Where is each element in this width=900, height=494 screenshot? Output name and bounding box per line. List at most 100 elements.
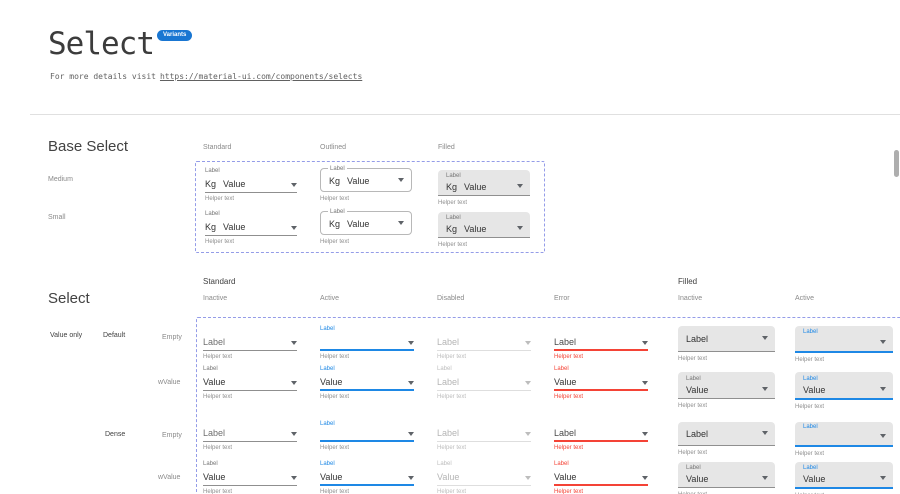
select-standard-active-dense-wvalue[interactable]: Label Value Helper text (320, 461, 414, 494)
select-filled-inactive-dense-empty[interactable]: Label Helper text (678, 422, 775, 456)
base-row-medium: Medium (48, 176, 73, 183)
chevron-down-icon (642, 432, 648, 436)
chevron-down-icon (398, 221, 404, 225)
chevron-down-icon (525, 341, 531, 345)
select-placeholder: Label (554, 337, 577, 347)
select-value: Value (320, 472, 343, 482)
select-helper-text: Helper text (678, 450, 708, 456)
select-value: Value (803, 385, 826, 395)
select-helper-text: Helper text (203, 394, 233, 400)
select-filled-active-dense-wvalue[interactable]: Label Value Helper text (795, 462, 893, 494)
col-standard-disabled: Disabled (437, 295, 465, 302)
select-helper-text: Helper text (203, 489, 233, 494)
select-standard-inactive-dense-empty[interactable]: Label Helper text (203, 421, 297, 451)
select-helper-text: Helper text (554, 445, 584, 451)
page-title: Select (48, 26, 155, 62)
select-value: Value (320, 377, 343, 387)
select-filled-inactive-dense-wvalue[interactable]: Label Value Helper text (678, 462, 775, 494)
select-helper-text: Helper text (320, 354, 350, 360)
select-standard-active-dense-empty[interactable]: Label Helper text (320, 421, 414, 451)
base-select-standard-medium[interactable]: Label Kg Value Helper text (205, 168, 297, 202)
select-standard-inactive-wvalue[interactable]: Label Value Helper text (203, 366, 297, 400)
select-label-caption: Label (437, 366, 452, 372)
select-value: Value (803, 474, 826, 484)
row-default-empty: Empty (162, 334, 182, 341)
select-helper-text: Helper text (678, 492, 775, 494)
select-value: Value (464, 182, 487, 192)
select-standard-active-empty[interactable]: Label Helper text (320, 326, 414, 360)
select-placeholder: Label (686, 334, 709, 344)
select-filled-inactive-wvalue[interactable]: Label Value Helper text (678, 372, 775, 409)
base-select-standard-small[interactable]: Label Kg Value Helper text (205, 211, 297, 245)
chevron-down-icon (880, 476, 886, 480)
row-dense: Dense (105, 431, 126, 438)
select-helper-text: Helper text (320, 394, 350, 400)
subtitle: For more details visit https://material-u… (50, 72, 362, 81)
base-col-filled: Filled (438, 144, 455, 151)
select-label-caption: Label (554, 366, 569, 372)
select-standard-error-dense-wvalue[interactable]: Label Value Helper text (554, 461, 648, 494)
row-default: Default (103, 332, 126, 339)
select-standard-inactive-empty[interactable]: Label Helper text (203, 326, 297, 360)
select-value: Value (347, 219, 370, 229)
select-standard-inactive-dense-wvalue[interactable]: Label Value Helper text (203, 461, 297, 494)
group-filled: Filled (678, 277, 698, 286)
select-helper-text: Helper text (320, 445, 350, 451)
select-label-caption: Label (203, 366, 218, 372)
scrollbar-thumb[interactable] (894, 150, 899, 177)
select-filled-active-empty[interactable]: Label Helper text (795, 326, 893, 363)
base-select-filled-medium[interactable]: Label Kg Value Helper text (438, 170, 530, 206)
base-select-outlined-small[interactable]: Label Kg Value Helper text (320, 207, 412, 245)
select-label-caption (437, 326, 531, 334)
select-filled-active-dense-empty[interactable]: Label Helper text (795, 422, 893, 457)
chevron-down-icon (291, 341, 297, 345)
variants-badge: Variants (157, 30, 193, 41)
select-standard-disabled-dense-empty: Label Helper text (437, 421, 531, 451)
chevron-down-icon (398, 178, 404, 182)
select-label-caption: Label (205, 168, 220, 174)
select-helper-text: Helper text (203, 354, 233, 360)
chevron-down-icon (408, 432, 414, 436)
select-value: Value (347, 176, 370, 186)
select-standard-error-wvalue[interactable]: Label Value Helper text (554, 366, 648, 400)
select-label-caption: Label (328, 166, 347, 172)
chevron-down-icon (291, 226, 297, 230)
select-helper-text: Helper text (205, 239, 235, 245)
select-standard-active-wvalue[interactable]: Label Value Helper text (320, 366, 414, 400)
select-filled-inactive-empty[interactable]: Label Helper text (678, 326, 775, 362)
row-default-wvalue: wValue (158, 379, 181, 386)
base-select-filled-small[interactable]: Label Kg Value Helper text (438, 212, 530, 248)
col-filled-inactive: Inactive (678, 295, 703, 302)
select-helper-text: Helper text (438, 242, 468, 248)
select-standard-error-dense-empty[interactable]: Label Helper text (554, 421, 648, 451)
select-standard-error-empty[interactable]: Label Helper text (554, 326, 648, 360)
select-label-caption: Label (203, 461, 218, 467)
select-helper-text: Helper text (678, 403, 708, 409)
base-select-outlined-medium[interactable]: Label Kg Value Helper text (320, 164, 412, 202)
material-ui-link[interactable]: https://material-ui.com/components/selec… (159, 72, 363, 81)
col-filled-active: Active (795, 295, 815, 302)
select-standard-disabled-dense-wvalue: Label Value Helper text (437, 461, 531, 494)
group-standard: Standard (203, 277, 236, 286)
select-helper-text: Helper text (554, 394, 584, 400)
row-value-only: Value only (50, 332, 83, 339)
chevron-down-icon (762, 431, 768, 435)
select-adornment: Kg (446, 182, 458, 192)
chevron-down-icon (762, 476, 768, 480)
select-placeholder: Label (203, 337, 226, 347)
chevron-down-icon (525, 381, 531, 385)
select-helper-text: Helper text (678, 356, 708, 362)
select-placeholder: Label (437, 337, 460, 347)
select-value: Value (437, 472, 460, 482)
select-filled-active-wvalue[interactable]: Label Value Helper text (795, 372, 893, 410)
chevron-down-icon (525, 432, 531, 436)
select-value: Value (554, 472, 577, 482)
chevron-down-icon (762, 387, 768, 391)
select-standard-disabled-empty: Label Helper text (437, 326, 531, 360)
select-helper-text: Helper text (205, 196, 235, 202)
chevron-down-icon (408, 476, 414, 480)
select-label-caption: Label (205, 211, 220, 217)
chevron-down-icon (408, 341, 414, 345)
select-label-caption: Label (803, 376, 818, 382)
select-helper-text: Helper text (795, 451, 825, 457)
